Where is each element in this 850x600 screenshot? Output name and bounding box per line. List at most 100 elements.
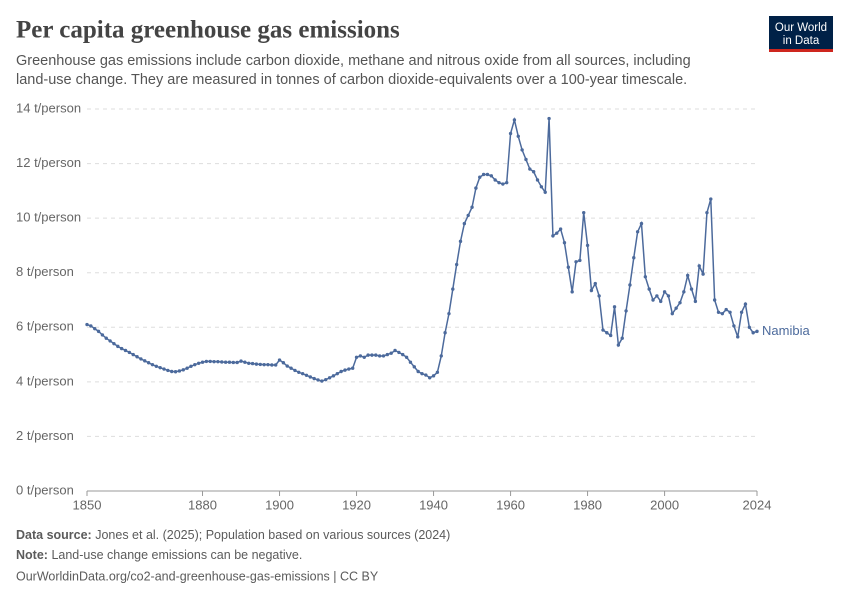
point — [239, 359, 243, 363]
point — [462, 221, 467, 226]
point — [539, 185, 544, 189]
point — [404, 355, 409, 359]
point — [693, 299, 698, 304]
point — [277, 358, 282, 362]
x-tick-label: 1850 — [73, 497, 102, 512]
point — [212, 359, 216, 364]
point — [589, 288, 594, 293]
point — [412, 365, 416, 369]
point — [100, 333, 105, 337]
x-tick-label: 1900 — [265, 497, 294, 512]
point — [116, 344, 120, 349]
point — [712, 298, 717, 302]
point — [616, 343, 621, 347]
point — [578, 258, 582, 263]
point — [612, 305, 617, 309]
point — [697, 264, 701, 268]
point — [266, 362, 270, 367]
logo-bar — [769, 49, 833, 52]
point — [227, 360, 232, 364]
point — [370, 353, 374, 357]
point — [566, 265, 571, 269]
point — [501, 182, 505, 186]
point — [220, 360, 224, 364]
point — [162, 367, 166, 371]
point — [181, 368, 185, 372]
point — [243, 360, 247, 364]
point — [555, 231, 559, 235]
point — [701, 272, 705, 276]
point — [250, 361, 255, 366]
point — [593, 281, 597, 286]
point — [474, 186, 478, 190]
x-tick-label: 1880 — [188, 497, 217, 512]
point — [270, 363, 274, 367]
x-tick-label: 2024 — [743, 497, 772, 512]
point — [508, 131, 513, 136]
logo-text: in Data — [783, 35, 820, 47]
point — [420, 371, 424, 376]
point — [146, 361, 151, 365]
point — [447, 311, 451, 316]
point — [493, 178, 497, 182]
point — [327, 376, 332, 380]
point — [285, 364, 289, 368]
point — [389, 351, 393, 355]
point — [204, 359, 209, 364]
point — [431, 374, 436, 378]
point — [551, 234, 555, 238]
point — [608, 333, 613, 338]
point — [628, 283, 632, 287]
point — [547, 116, 551, 121]
point — [231, 360, 236, 365]
point — [123, 348, 128, 353]
point — [732, 324, 736, 328]
y-tick-label: 10 t/person — [16, 210, 81, 225]
point — [127, 350, 132, 355]
point — [289, 366, 293, 370]
point — [651, 298, 655, 302]
series-line — [86, 116, 758, 382]
point — [193, 362, 197, 367]
point — [158, 365, 162, 370]
point — [358, 354, 363, 358]
point — [408, 360, 413, 364]
point — [89, 324, 93, 328]
note-text: Land-use change emissions can be negativ… — [51, 548, 302, 562]
point — [489, 174, 494, 178]
point — [377, 354, 382, 358]
point — [632, 256, 636, 260]
point — [320, 379, 324, 383]
point — [478, 175, 482, 179]
x-tick-label: 1960 — [496, 497, 525, 512]
note: Note: Land-use change emissions can be n… — [16, 548, 302, 562]
point — [354, 355, 359, 359]
x-tick-label: 1940 — [419, 497, 448, 512]
point — [177, 369, 182, 373]
point — [196, 361, 201, 366]
point — [300, 371, 305, 376]
point — [720, 311, 725, 316]
point — [535, 178, 540, 182]
point — [308, 375, 313, 379]
y-tick-label: 6 t/person — [16, 319, 74, 334]
y-tick-label: 8 t/person — [16, 264, 74, 279]
y-tick-label: 14 t/person — [16, 100, 81, 115]
point — [674, 306, 678, 310]
point — [143, 359, 147, 363]
point — [620, 336, 624, 340]
point — [393, 348, 397, 353]
point — [481, 172, 486, 177]
point — [331, 374, 336, 378]
y-tick-label: 12 t/person — [16, 155, 81, 170]
point — [512, 118, 517, 122]
point — [170, 369, 174, 374]
point — [570, 290, 574, 294]
point — [112, 341, 116, 346]
point — [104, 336, 108, 340]
url[interactable]: OurWorldinData.org/co2-and-greenhouse-ga… — [16, 569, 379, 583]
logo[interactable]: Our World in Data — [769, 16, 833, 52]
point — [374, 353, 378, 357]
point — [670, 311, 674, 316]
